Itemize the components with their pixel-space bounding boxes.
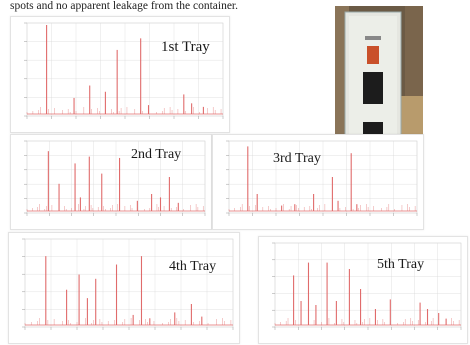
spectrum-panel-tray-3: 3rd Tray [212, 134, 424, 230]
spectrum-panel-tray-2: 2nd Tray [10, 134, 212, 230]
spectrum-chart-tray-1 [24, 22, 224, 119]
tray-label-1: 1st Tray [161, 39, 210, 55]
spectrum-panel-tray-4: 4th Tray [8, 232, 240, 344]
spectrum-panel-tray-5: 5th Tray [258, 236, 468, 344]
spectrum-chart-tray-2 [24, 140, 206, 216]
tray-label-3: 3rd Tray [273, 151, 321, 166]
tray-label-2: 2nd Tray [131, 147, 182, 162]
caption-text: spots and no apparent leakage from the c… [10, 0, 239, 12]
spectrum-chart-tray-5 [272, 242, 462, 330]
tray-label-4: 4th Tray [169, 259, 217, 274]
tray-label-5: 5th Tray [377, 257, 425, 272]
spectrum-chart-tray-3 [226, 140, 418, 216]
spectrum-panel-tray-1: 1st Tray [10, 16, 230, 133]
spectrum-chart-tray-4 [22, 238, 234, 330]
